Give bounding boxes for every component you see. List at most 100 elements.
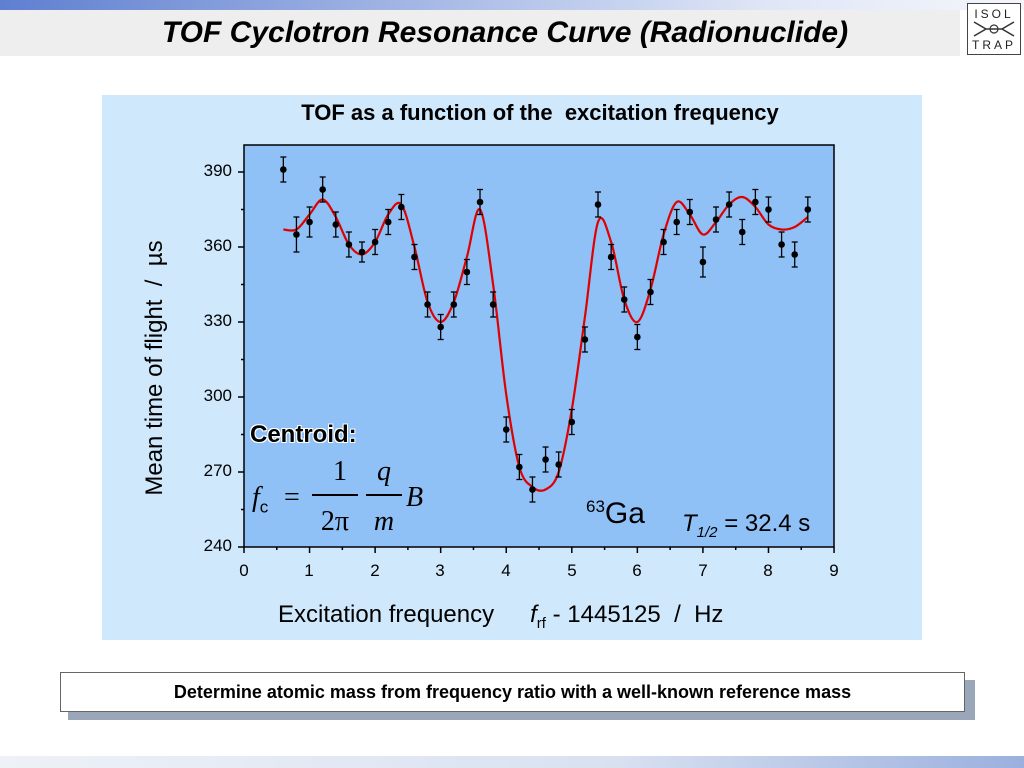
data-point-marker xyxy=(280,166,287,173)
data-point-marker xyxy=(463,268,471,276)
half-life-subscript: 1/2 xyxy=(696,523,718,541)
data-point xyxy=(712,206,720,233)
data-point xyxy=(280,156,287,183)
data-point xyxy=(660,228,667,256)
x-tick-label-9: 9 xyxy=(829,561,839,580)
data-point-marker xyxy=(306,218,313,226)
isotope-symbol: Ga xyxy=(604,497,645,530)
axis-ticks xyxy=(238,171,835,553)
half-life-label: T1/2 = 32.4 s xyxy=(682,510,810,541)
data-point xyxy=(319,176,326,203)
data-point-marker xyxy=(555,461,562,468)
centroid-label: Centroid: xyxy=(250,421,357,448)
y-tick-label-360: 360 xyxy=(203,236,232,255)
x-axis-label-variable: f xyxy=(530,601,537,628)
data-point xyxy=(765,196,772,223)
data-point-marker xyxy=(752,198,759,206)
data-point xyxy=(620,286,628,313)
y-tick-label-330: 330 xyxy=(203,311,232,330)
data-point xyxy=(634,323,641,351)
x-tick-label-2: 2 xyxy=(370,561,380,580)
data-point-marker xyxy=(673,218,680,226)
data-point-marker xyxy=(581,336,589,343)
bottom-accent-bar xyxy=(0,756,1024,768)
data-point-marker xyxy=(738,228,746,236)
data-point xyxy=(306,206,313,238)
data-points-group xyxy=(280,156,812,503)
x-tick-label-7: 7 xyxy=(698,561,708,580)
data-point-marker xyxy=(293,231,300,238)
data-point xyxy=(489,291,497,318)
data-point xyxy=(673,208,680,236)
data-point-marker xyxy=(791,251,799,258)
data-point xyxy=(699,246,707,278)
data-point xyxy=(371,228,379,256)
formula-equals: = xyxy=(284,482,300,513)
y-tick-label-300: 300 xyxy=(203,386,232,405)
data-point xyxy=(778,231,785,258)
data-point xyxy=(411,243,418,271)
data-point xyxy=(345,231,353,258)
data-point xyxy=(686,198,694,226)
data-point xyxy=(607,243,615,271)
data-point xyxy=(424,291,431,318)
data-point-marker xyxy=(411,253,418,261)
y-tick-label-390: 390 xyxy=(203,161,232,180)
data-point-marker xyxy=(476,198,484,206)
data-point xyxy=(358,241,366,263)
data-point xyxy=(516,453,523,481)
y-axis-label: Mean time of flight / µs xyxy=(141,240,168,496)
data-point-marker xyxy=(319,186,326,193)
chart-title: TOF as a function of the excitation freq… xyxy=(301,100,779,125)
data-point xyxy=(568,408,576,436)
data-point-marker xyxy=(725,201,733,208)
formula-denominator-1: 2π xyxy=(320,506,350,537)
x-tick-label-0: 0 xyxy=(239,561,249,580)
data-point-marker xyxy=(332,221,340,228)
data-point xyxy=(332,211,340,238)
plot-area xyxy=(243,144,835,548)
data-point-marker xyxy=(699,258,707,266)
data-point-marker xyxy=(634,333,641,341)
formula-f-var: f xyxy=(252,482,260,513)
data-point-marker xyxy=(516,463,523,471)
data-point-marker xyxy=(620,296,628,303)
data-point xyxy=(555,451,562,478)
data-point xyxy=(804,196,812,223)
data-point xyxy=(384,208,392,236)
formula-denominator-2: m xyxy=(373,506,395,537)
data-point xyxy=(450,291,458,318)
x-tick-label-5: 5 xyxy=(567,561,577,580)
data-point xyxy=(647,278,654,306)
data-point xyxy=(398,193,405,221)
data-point xyxy=(581,326,589,353)
data-point xyxy=(293,216,300,253)
data-point-marker xyxy=(529,486,536,493)
y-tick-label-240: 240 xyxy=(203,536,232,555)
formula-fraction-bar-2 xyxy=(366,494,402,496)
data-point-marker xyxy=(712,216,720,223)
data-point xyxy=(725,191,733,218)
data-point xyxy=(752,188,759,216)
half-life-value: = 32.4 s xyxy=(717,510,811,537)
data-point xyxy=(529,476,536,503)
isoltrap-logo: ISOL TRAP xyxy=(967,3,1021,55)
isotope-label: 63Ga xyxy=(586,497,645,531)
data-point xyxy=(476,188,484,216)
logo-line-top: ISOL xyxy=(974,7,1013,21)
data-point-marker xyxy=(450,301,458,308)
formula-fraction-bar-1 xyxy=(312,494,358,496)
data-point-marker xyxy=(647,288,654,296)
formula-B: B xyxy=(406,482,424,513)
data-point xyxy=(502,416,510,443)
data-point-marker xyxy=(502,426,510,433)
data-point-marker xyxy=(778,241,785,248)
x-axis-label-unit: - 1445125 / Hz xyxy=(545,601,724,628)
data-point xyxy=(594,191,602,218)
data-point xyxy=(738,218,746,246)
x-tick-label-4: 4 xyxy=(501,561,511,580)
top-accent-bar xyxy=(0,0,1024,10)
data-point-marker xyxy=(660,238,667,246)
data-point-marker xyxy=(594,201,602,208)
